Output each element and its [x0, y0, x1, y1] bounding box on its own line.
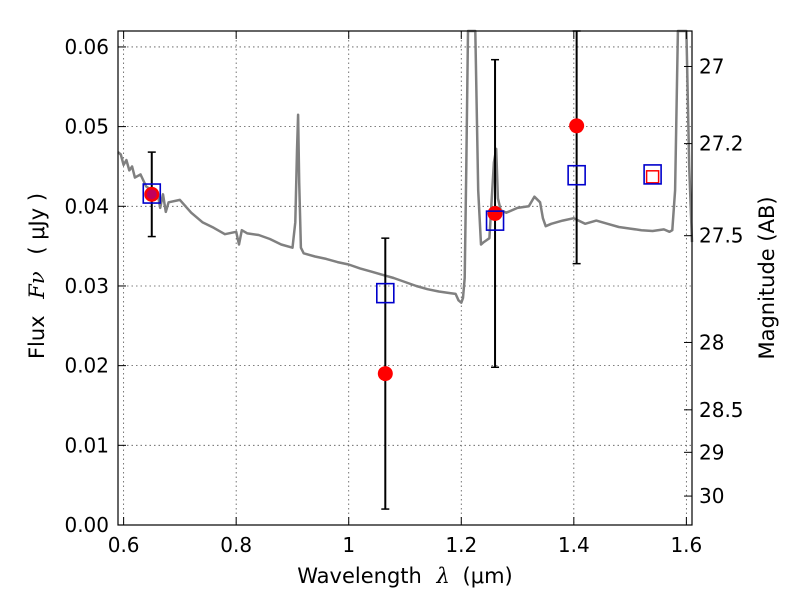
x-tick-label: 0.8	[220, 533, 252, 557]
x-tick-label: 1.2	[445, 533, 477, 557]
y-tick-label: 0.00	[64, 513, 109, 537]
x-tick-label: 1.4	[558, 533, 590, 557]
tick-labels: 0.6 0.8 1 1.2 1.4 1.6 0.00 0.01 0.02 0.03 0.04 0.05…	[64, 35, 743, 557]
y-tick-label: 0.01	[64, 433, 109, 457]
model-point	[485, 210, 505, 231]
x-axis-label: Wavelength λ (μm)	[297, 564, 512, 588]
model-point	[376, 282, 395, 304]
y2-tick-label: 28.5	[699, 398, 744, 422]
overlap-point	[146, 189, 157, 200]
data-markers	[142, 30, 662, 510]
observed-point	[487, 205, 503, 221]
y-axis-label-text: Flux	[25, 315, 49, 359]
x-axis-label-text: Wavelength	[297, 564, 422, 588]
y2-tick-label: 29	[699, 440, 724, 464]
grid-lines	[118, 31, 692, 526]
plot-frame	[117, 30, 693, 526]
y2-tick-label: 27.5	[699, 224, 744, 248]
y2-axis-label: Magnitude (AB)	[755, 196, 779, 359]
y-axis-label-symbol: Fν	[25, 271, 49, 300]
y-tick-label: 0.02	[64, 354, 109, 378]
model-point	[643, 164, 662, 185]
y-axis-label-unit: ( μJy )	[25, 193, 49, 255]
y2-tick-label: 30	[699, 484, 724, 508]
y2-tick-label: 27.2	[699, 132, 744, 156]
y-tick-label: 0.06	[64, 35, 109, 59]
observed-upper-point	[645, 170, 660, 184]
y-tick-label: 0.03	[64, 274, 109, 298]
x-tick-label: 0.6	[108, 533, 140, 557]
y-tick-label: 0.05	[64, 115, 109, 139]
model-sed-curve	[117, 29, 694, 304]
y2-tick-label: 28	[699, 330, 724, 354]
observed-point	[569, 118, 585, 134]
x-axis-label-symbol: λ	[436, 564, 450, 588]
plot-area	[117, 29, 694, 304]
y2-tick-label: 27	[699, 54, 724, 78]
y-axis-label: Flux Fν ( μJy )	[25, 193, 49, 359]
x-axis-label-unit: (μm)	[463, 564, 513, 588]
model-point	[567, 164, 586, 186]
x-tick-label: 1.6	[670, 533, 702, 557]
x-tick-label: 1	[342, 533, 355, 557]
y-tick-label: 0.04	[64, 194, 109, 218]
observed-point	[377, 366, 393, 382]
axis-ticks	[118, 31, 692, 526]
model-point	[142, 183, 162, 204]
